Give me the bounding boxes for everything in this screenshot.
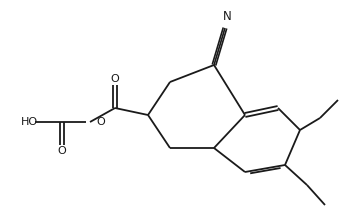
Text: O: O <box>58 146 66 156</box>
Text: O: O <box>110 74 119 84</box>
Text: N: N <box>223 10 232 23</box>
Text: O: O <box>97 117 105 127</box>
Text: HO: HO <box>20 117 38 127</box>
